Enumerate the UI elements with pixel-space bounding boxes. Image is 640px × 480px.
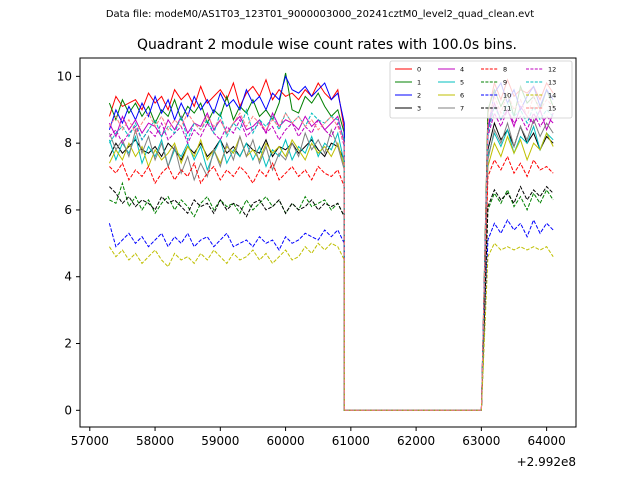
- y-tick-label: 6: [64, 203, 72, 217]
- series-line-8: [109, 155, 554, 411]
- axes-frame: [79, 57, 577, 428]
- series-line-9: [109, 181, 554, 411]
- x-tick-label: 64000: [528, 434, 566, 448]
- legend-label-13: 13: [548, 79, 556, 87]
- x-offset-label: +2.992e8: [517, 455, 576, 469]
- x-tick-label: 62000: [397, 434, 435, 448]
- x-tick-label: 63000: [462, 434, 500, 448]
- x-tick-label: 59000: [201, 434, 239, 448]
- legend-label-6: 6: [460, 92, 464, 100]
- chart-title: Quadrant 2 module wise count rates with …: [137, 37, 517, 53]
- legend-label-5: 5: [460, 79, 464, 87]
- y-tick-label: 4: [64, 270, 72, 284]
- legend-label-4: 4: [460, 66, 464, 74]
- legend-label-12: 12: [548, 66, 556, 74]
- legend-label-7: 7: [460, 105, 464, 113]
- legend-label-8: 8: [503, 66, 507, 74]
- y-tick-label: 10: [57, 69, 72, 83]
- x-tick-label: 61000: [332, 434, 370, 448]
- series-line-15: [108, 91, 554, 411]
- series-line-14: [108, 242, 554, 411]
- figure-title: Data file: modeM0/AS1T03_123T01_90000030…: [105, 9, 535, 20]
- legend-label-15: 15: [548, 105, 556, 113]
- legend-label-1: 1: [417, 79, 421, 87]
- legend-label-2: 2: [417, 92, 421, 100]
- legend-label-10: 10: [503, 92, 511, 100]
- series-line-13: [108, 101, 554, 411]
- y-axis: 0 2 4 6 8 10: [57, 69, 80, 417]
- legend-label-3: 3: [417, 105, 421, 113]
- legend-label-14: 14: [548, 92, 556, 100]
- series-line-11: [109, 185, 554, 411]
- x-axis: 57000 58000 59000 60000 61000 62000 63000 64000: [71, 427, 566, 448]
- y-tick-label: 0: [64, 403, 72, 417]
- legend-label-11: 11: [503, 105, 511, 113]
- legend-box: [389, 60, 573, 119]
- x-tick-label: 58000: [136, 434, 174, 448]
- y-tick-label: 8: [64, 136, 72, 150]
- y-tick-label: 2: [64, 337, 72, 351]
- x-tick-label: 60000: [266, 434, 304, 448]
- lines-layer: [108, 72, 554, 411]
- legend-label-0: 0: [417, 66, 421, 74]
- legend-label-9: 9: [503, 79, 507, 87]
- x-tick-label: 57000: [71, 434, 109, 448]
